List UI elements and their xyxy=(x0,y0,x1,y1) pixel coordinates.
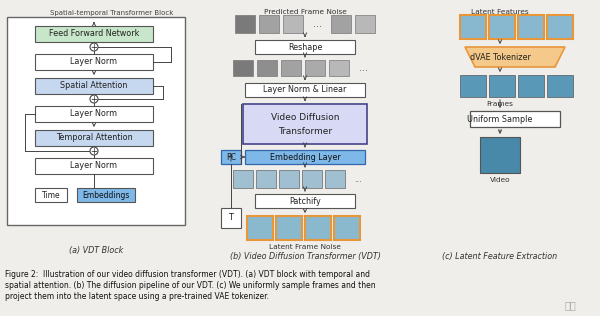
Bar xyxy=(257,60,277,76)
Text: Temporal Attention: Temporal Attention xyxy=(56,133,133,143)
Bar xyxy=(281,60,301,76)
Circle shape xyxy=(90,147,98,155)
Text: ...: ... xyxy=(359,63,367,73)
Text: Feed Forward Network: Feed Forward Network xyxy=(49,29,139,39)
Text: Predicted Frame Noise: Predicted Frame Noise xyxy=(263,9,346,15)
Text: ...: ... xyxy=(354,174,362,184)
Text: Transformer: Transformer xyxy=(278,126,332,136)
Bar xyxy=(35,26,153,42)
Bar xyxy=(489,15,515,39)
Bar xyxy=(480,137,520,173)
Bar xyxy=(305,216,331,240)
Bar xyxy=(247,216,273,240)
Text: project them into the latent space using a pre-trained VAE tokenizer.: project them into the latent space using… xyxy=(5,292,269,301)
Bar xyxy=(460,15,486,39)
Bar xyxy=(256,170,276,188)
Text: +: + xyxy=(91,42,97,52)
Bar xyxy=(35,106,153,122)
Text: dVAE Tokenizer: dVAE Tokenizer xyxy=(470,52,530,62)
Text: Latent Frame Noise: Latent Frame Noise xyxy=(269,244,341,250)
Bar xyxy=(334,216,360,240)
Text: Embedding Layer: Embedding Layer xyxy=(269,153,340,161)
Bar xyxy=(460,75,486,97)
Text: Layer Norm: Layer Norm xyxy=(70,110,118,118)
Circle shape xyxy=(90,95,98,103)
Text: +: + xyxy=(91,94,97,104)
Bar xyxy=(305,60,325,76)
Text: spatial attention. (b) The diffusion pipeline of our VDT. (c) We uniformly sampl: spatial attention. (b) The diffusion pip… xyxy=(5,281,376,290)
Text: Video: Video xyxy=(490,177,511,183)
Text: +: + xyxy=(91,147,97,155)
Bar xyxy=(279,170,299,188)
Text: Spatial-temporal Transformer Block: Spatial-temporal Transformer Block xyxy=(50,10,173,16)
Bar xyxy=(331,15,351,33)
Bar xyxy=(221,150,241,164)
Bar xyxy=(470,111,560,127)
Bar xyxy=(255,40,355,54)
Bar xyxy=(276,216,302,240)
Text: 子位: 子位 xyxy=(564,300,576,310)
Bar xyxy=(547,15,573,39)
Text: Embeddings: Embeddings xyxy=(82,191,130,199)
Bar xyxy=(245,83,365,97)
Text: Time: Time xyxy=(41,191,61,199)
Text: Spatial Attention: Spatial Attention xyxy=(61,82,128,90)
Text: Figure 2:  Illustration of our video diffusion transformer (VDT). (a) VDT block : Figure 2: Illustration of our video diff… xyxy=(5,270,370,279)
Bar xyxy=(7,17,185,225)
Bar xyxy=(329,60,349,76)
Text: Video Diffusion: Video Diffusion xyxy=(271,113,339,123)
Text: T: T xyxy=(229,214,233,222)
Text: (b) Video Diffusion Transformer (VDT): (b) Video Diffusion Transformer (VDT) xyxy=(230,252,380,260)
Text: Uniform Sample: Uniform Sample xyxy=(467,114,533,124)
Text: Reshape: Reshape xyxy=(288,42,322,52)
Bar xyxy=(235,15,255,33)
Text: Frames: Frames xyxy=(487,101,514,107)
Bar xyxy=(233,60,253,76)
Text: Layer Norm: Layer Norm xyxy=(70,58,118,66)
Bar xyxy=(259,15,279,33)
Bar xyxy=(518,15,544,39)
Bar xyxy=(35,78,153,94)
Text: (c) Latent Feature Extraction: (c) Latent Feature Extraction xyxy=(442,252,557,260)
Circle shape xyxy=(90,43,98,51)
Text: Layer Norm: Layer Norm xyxy=(70,161,118,171)
Bar xyxy=(233,170,253,188)
Bar xyxy=(255,194,355,208)
Bar xyxy=(302,170,322,188)
Bar xyxy=(35,130,153,146)
Bar xyxy=(35,188,67,202)
Bar xyxy=(245,150,365,164)
Bar xyxy=(489,75,515,97)
Text: (a) VDT Block: (a) VDT Block xyxy=(69,246,123,254)
Text: Layer Norm & Linear: Layer Norm & Linear xyxy=(263,86,347,94)
Polygon shape xyxy=(465,47,565,67)
Text: Patchify: Patchify xyxy=(289,197,321,205)
Bar xyxy=(518,75,544,97)
Bar xyxy=(547,75,573,97)
Text: ...: ... xyxy=(313,19,322,29)
Bar xyxy=(35,54,153,70)
Bar xyxy=(355,15,375,33)
Bar xyxy=(325,170,345,188)
Text: Latent Features: Latent Features xyxy=(471,9,529,15)
Bar xyxy=(35,158,153,174)
Bar xyxy=(77,188,135,202)
Bar xyxy=(283,15,303,33)
Text: FC: FC xyxy=(226,153,236,161)
Bar xyxy=(243,104,367,144)
Bar xyxy=(221,208,241,228)
